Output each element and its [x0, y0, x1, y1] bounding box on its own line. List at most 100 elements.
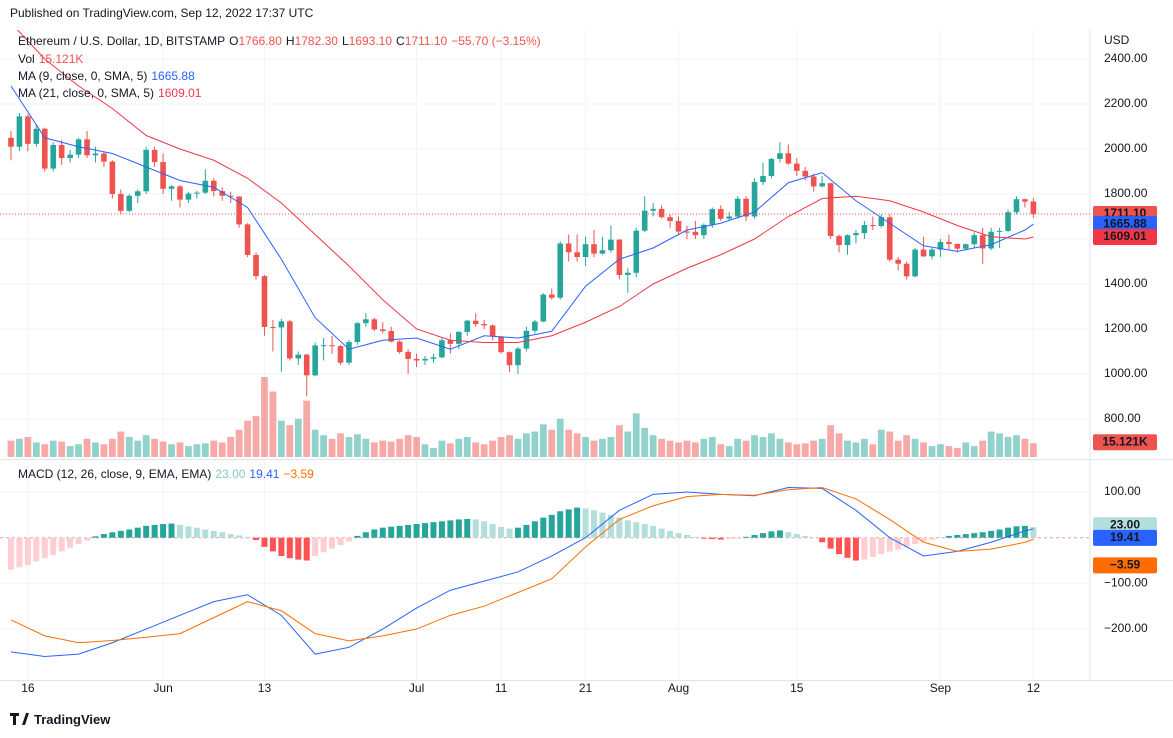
macd-histogram-bar	[244, 536, 251, 538]
volume-bar	[768, 433, 775, 457]
volume-bar	[810, 440, 818, 457]
macd-histogram-bar	[574, 507, 581, 538]
volume-bar	[413, 437, 420, 457]
candle-body	[532, 321, 538, 331]
candle-body	[844, 235, 851, 246]
volume-bar	[379, 440, 387, 457]
macd-histogram-bar	[641, 524, 648, 538]
candle-body	[8, 137, 14, 147]
volume-bar	[1029, 443, 1037, 457]
candle-body	[684, 231, 690, 233]
macd-histogram-bar	[176, 524, 183, 538]
volume-bar	[176, 442, 184, 457]
candle-body	[320, 345, 327, 347]
macd-histogram-bar	[75, 537, 82, 545]
volume-bar	[970, 446, 978, 457]
volume-bar	[556, 418, 564, 457]
candle-body	[540, 294, 547, 322]
candle-body	[168, 186, 175, 189]
macd-histogram-bar	[633, 522, 640, 538]
macd-histogram-bar	[117, 530, 124, 538]
macd-tag: 19.41	[1110, 530, 1140, 544]
macd-histogram-bar	[295, 537, 302, 560]
macd-histogram-bar	[303, 537, 310, 561]
candle-body	[903, 263, 910, 277]
macd-histogram-bar	[498, 526, 505, 538]
x-tick-label: Jun	[153, 681, 172, 695]
volume-bar	[100, 444, 108, 457]
macd-histogram-bar	[269, 537, 276, 552]
macd-histogram-bar	[557, 511, 564, 538]
x-tick-label: 16	[21, 681, 35, 695]
volume-bar	[928, 446, 936, 457]
volume-bar	[210, 440, 218, 457]
volume-bar	[269, 391, 277, 457]
volume-bar	[404, 435, 412, 457]
volume-bar	[725, 446, 733, 457]
macd-histogram-bar	[134, 527, 141, 538]
candle-body	[996, 230, 1003, 232]
macd-histogram-bar	[388, 526, 395, 538]
candle-body	[236, 196, 242, 225]
macd-histogram-bar	[438, 521, 445, 538]
candle-body	[185, 193, 192, 200]
candle-body	[523, 330, 530, 349]
candle-body	[819, 183, 825, 187]
macd-histogram-bar	[100, 534, 107, 538]
volume-bar	[632, 413, 640, 457]
volume-bar	[83, 438, 91, 457]
macd-histogram-bar	[160, 524, 167, 538]
volume-bar	[506, 435, 513, 457]
y-tick-label: 1800.00	[1104, 186, 1148, 200]
volume-bar	[218, 442, 226, 457]
macd-histogram-bar	[33, 537, 40, 562]
macd-histogram-bar	[709, 537, 716, 540]
macd-histogram-bar	[354, 535, 361, 538]
macd-histogram-bar	[286, 537, 293, 559]
candle-body	[667, 217, 673, 222]
x-tick-label: 12	[1027, 681, 1041, 695]
macd-histogram-bar	[396, 525, 403, 538]
macd-histogram-bar	[261, 537, 268, 547]
volume-bar	[784, 442, 792, 457]
macd-histogram-bar	[1021, 525, 1028, 538]
macd-histogram-bar	[768, 531, 775, 538]
volume-bar	[565, 429, 573, 457]
signal-value: −3.59	[283, 467, 314, 481]
macd-histogram-bar	[700, 537, 707, 539]
macd-histogram-bar	[962, 534, 969, 538]
ma-name: MA (21, close, 0, SMA, 5)	[18, 86, 155, 100]
candle-body	[278, 321, 285, 328]
macd-histogram-bar	[624, 520, 631, 538]
candle-body	[160, 162, 166, 189]
macd-histogram-bar	[422, 523, 429, 538]
candle-body	[498, 336, 504, 353]
volume-bar	[277, 420, 285, 457]
macd-histogram-bar	[675, 533, 682, 538]
macd-histogram-bar	[928, 537, 935, 540]
candle-body	[836, 236, 842, 246]
macd-histogram-bar	[379, 527, 386, 538]
macd-histogram-bar	[582, 508, 589, 538]
x-tick-label: 15	[790, 681, 804, 695]
candle-body	[853, 233, 859, 236]
macd-histogram-bar	[650, 525, 657, 538]
volume-bar	[227, 437, 235, 457]
y-unit: USD	[1104, 33, 1130, 47]
volume-bar	[573, 433, 581, 457]
volume-bar	[235, 429, 243, 457]
y-tick-label: 800.00	[1104, 411, 1141, 425]
volume-bar	[987, 431, 995, 457]
macd-histogram-bar	[464, 518, 471, 538]
macd-histogram-bar	[253, 537, 260, 540]
volume-bar	[599, 438, 606, 457]
macd-histogram-bar	[743, 536, 750, 538]
candle-body	[1022, 199, 1028, 202]
volume-bar	[615, 425, 623, 457]
volume-bar	[742, 440, 750, 457]
candle-body	[895, 259, 901, 264]
x-tick-label: Jul	[409, 681, 424, 695]
candle-body	[760, 176, 766, 183]
volume-value: 15.121K	[38, 52, 84, 66]
